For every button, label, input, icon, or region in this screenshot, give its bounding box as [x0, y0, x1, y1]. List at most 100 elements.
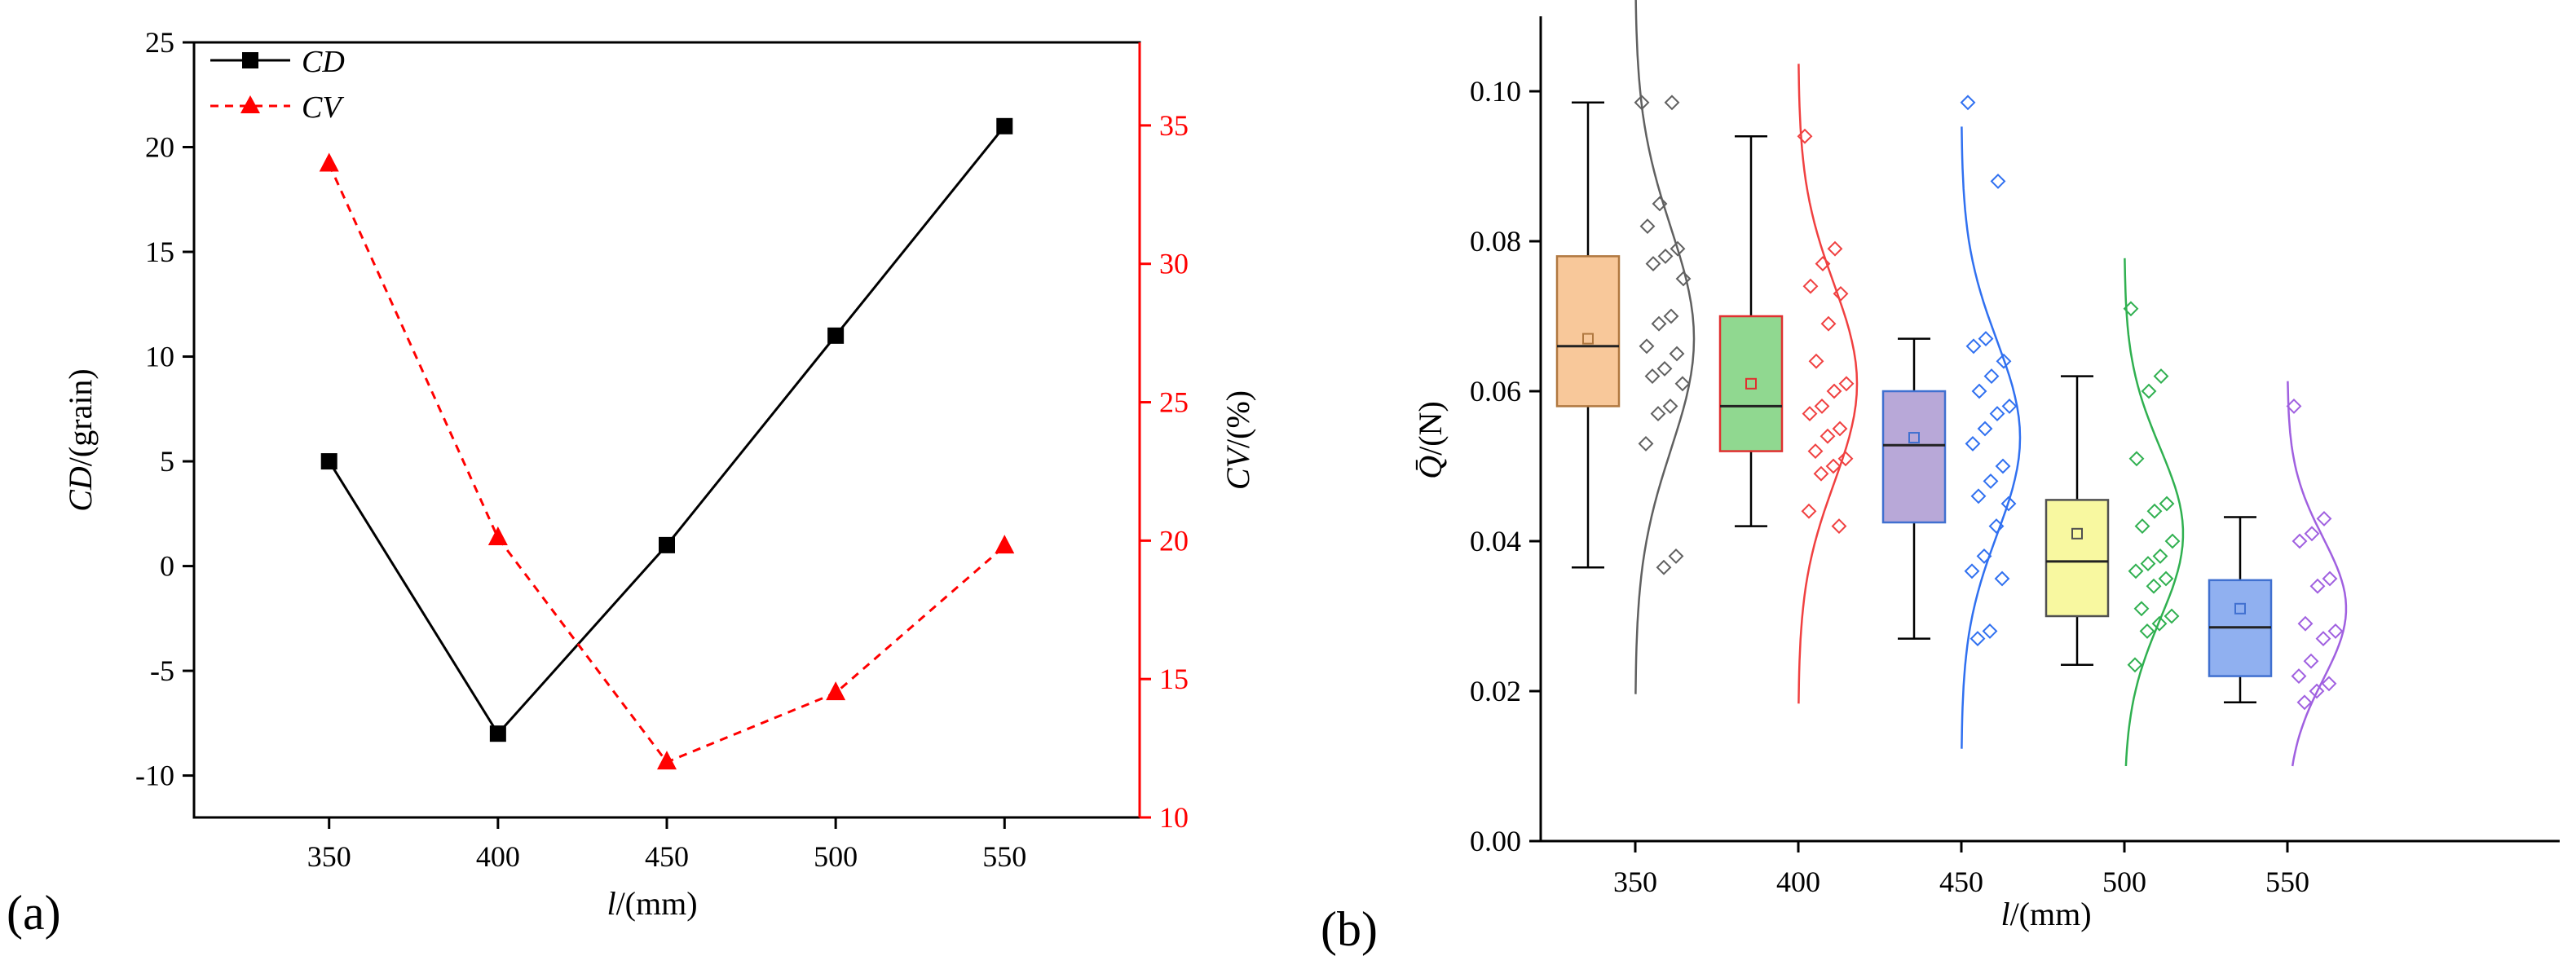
- data-point: [1965, 435, 1981, 452]
- x-tick-label: 550: [982, 840, 1026, 873]
- panel-b-boxes: [1555, 0, 2348, 767]
- data-point: [2164, 608, 2180, 624]
- data-point: [2128, 563, 2144, 579]
- data-point-cd: [827, 327, 845, 344]
- data-point-cd: [489, 725, 506, 742]
- panel-a-x-axis-label: l/(mm): [607, 885, 697, 922]
- box-iqr: [1881, 390, 1947, 524]
- distribution-curve: [1797, 64, 1859, 704]
- distribution-curve: [2124, 258, 2185, 767]
- legend-cd-marker: [242, 52, 258, 68]
- x-tick-label: 500: [814, 840, 858, 873]
- panel-b-label: (b): [1321, 902, 1378, 956]
- distribution-curve: [1961, 126, 2022, 749]
- data-point: [1820, 315, 1837, 332]
- box-iqr: [2044, 499, 2110, 618]
- legend-cd-label: CD: [302, 45, 345, 79]
- data-point: [1650, 406, 1666, 422]
- data-point: [2159, 496, 2175, 512]
- box-group-450: [1881, 95, 2022, 749]
- y-tick-label: 0.06: [1470, 375, 1521, 408]
- y-left-tick-label: 10: [145, 341, 174, 373]
- data-point: [1669, 346, 1685, 362]
- y-tick-label: 0.02: [1470, 675, 1521, 707]
- data-point: [1995, 458, 2011, 474]
- y-tick-label: 0.10: [1470, 75, 1521, 108]
- x-tick-label: 350: [1613, 866, 1657, 898]
- panel-a-left-y-axis-label: CD/(grain): [62, 368, 99, 512]
- box-iqr: [1555, 255, 1621, 408]
- panel-a-series: [319, 117, 1015, 770]
- data-point: [2316, 510, 2332, 526]
- legend-cv-marker: [240, 95, 260, 113]
- data-point: [1983, 473, 1999, 489]
- data-point: [2001, 398, 2018, 414]
- data-point: [2127, 657, 2143, 673]
- data-point: [1977, 421, 1993, 437]
- data-point: [1674, 376, 1691, 392]
- y-right-tick-label: 25: [1159, 386, 1189, 419]
- x-tick-label: 500: [2102, 866, 2146, 898]
- data-point: [1983, 368, 2000, 385]
- y-tick-label: 0.04: [1470, 525, 1521, 557]
- y-left-tick-label: -10: [135, 760, 174, 792]
- data-point: [1808, 353, 1824, 369]
- box-mean-marker: [1745, 377, 1757, 390]
- y-left-tick-label: -5: [150, 654, 174, 687]
- x-tick-label: 350: [307, 840, 351, 873]
- data-point: [2151, 615, 2168, 632]
- data-point: [1969, 631, 1986, 647]
- data-point: [1826, 383, 1842, 399]
- data-point: [1802, 278, 1819, 294]
- panel-b-y-axis-label: Q̄/(N): [1412, 401, 1449, 479]
- data-point: [1978, 331, 1994, 347]
- panel-a-x-axis: 350 400 450 500 550: [307, 817, 1026, 873]
- data-point: [2146, 503, 2163, 519]
- panel-b-y-axis: 0.00 0.02 0.04 0.06 0.08 0.10: [1470, 75, 1541, 857]
- data-point-cv: [995, 535, 1015, 554]
- data-point: [2139, 623, 2155, 639]
- panel-a-plot-frame: [192, 41, 1141, 819]
- data-point: [1990, 173, 2006, 189]
- data-point: [1656, 360, 1673, 377]
- series-line-cv: [328, 163, 1006, 764]
- data-point: [1638, 435, 1654, 452]
- distribution-curve: [2287, 381, 2348, 767]
- box-mean-marker: [1908, 432, 1920, 444]
- data-point: [2152, 548, 2168, 564]
- data-point-cd: [996, 117, 1013, 134]
- data-point-cv: [657, 751, 677, 770]
- data-point: [2303, 653, 2319, 669]
- panel-a-right-y-axis-label: CV/(%): [1220, 390, 1256, 490]
- data-point: [1838, 376, 1855, 392]
- data-point: [2315, 631, 2331, 647]
- box-group-500: [2044, 258, 2185, 767]
- data-point-cd: [320, 453, 337, 470]
- data-point: [1801, 503, 1817, 519]
- panel-a-right-y-axis: 10 15 20 25 30 35: [1140, 109, 1189, 834]
- box-group-550: [2208, 381, 2348, 767]
- data-point: [2153, 368, 2169, 385]
- data-point: [1652, 196, 1668, 212]
- data-point: [2322, 570, 2338, 587]
- box-mean-marker: [2234, 602, 2246, 615]
- legend-cv-label: CV: [302, 90, 344, 125]
- data-point: [2304, 526, 2320, 542]
- data-point: [1976, 548, 1992, 564]
- data-point: [1996, 353, 2012, 369]
- data-point: [1820, 428, 1836, 444]
- data-point: [1656, 559, 1672, 575]
- panel-a-left-y-axis: -10 -5 0 5 10 15 20 25: [135, 26, 1141, 817]
- y-left-tick-label: 0: [160, 550, 174, 583]
- y-left-tick-label: 5: [160, 445, 174, 478]
- data-point: [2309, 578, 2326, 594]
- data-point: [1639, 218, 1656, 235]
- y-right-tick-label: 15: [1159, 663, 1189, 695]
- y-right-tick-label: 10: [1159, 801, 1189, 834]
- data-point: [2140, 556, 2156, 572]
- data-point: [1825, 458, 1842, 474]
- y-right-tick-label: 35: [1159, 109, 1189, 142]
- data-point: [1807, 443, 1824, 460]
- data-point: [1827, 240, 1843, 257]
